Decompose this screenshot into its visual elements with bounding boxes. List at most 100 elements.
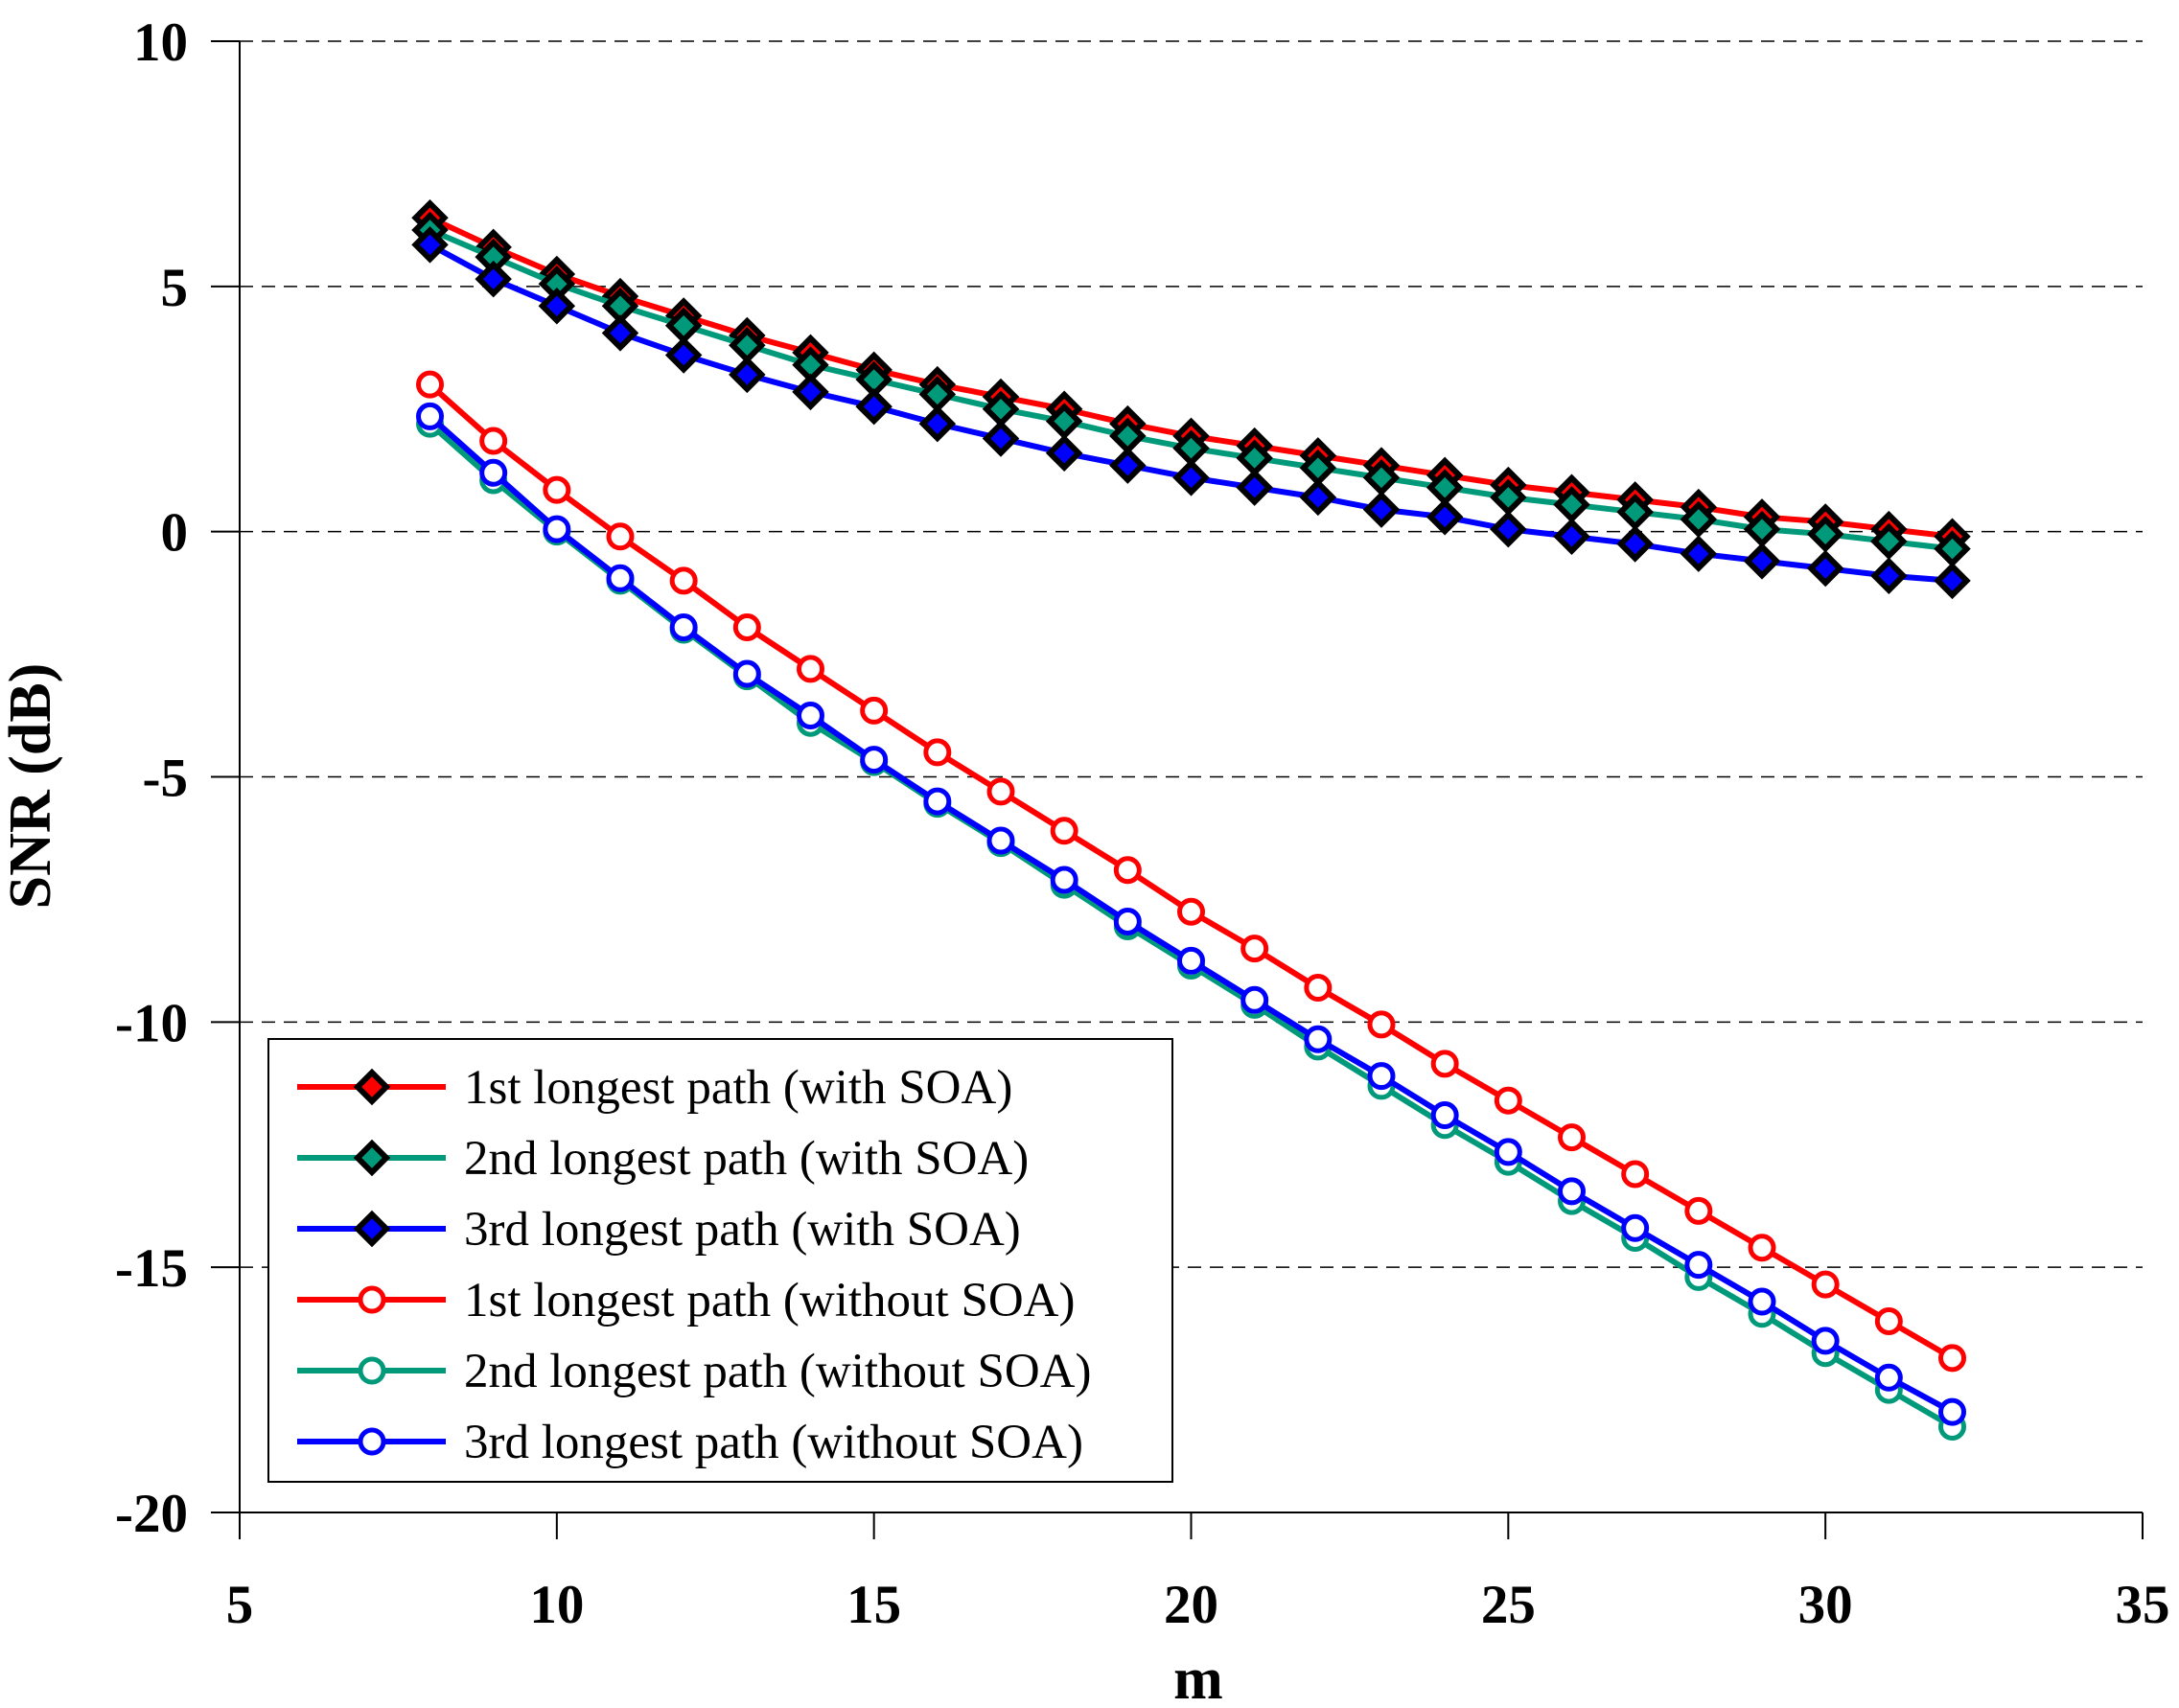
x-tick-label: 10 — [529, 1575, 584, 1635]
data-point-circle — [732, 612, 761, 641]
x-tick-label: 35 — [2116, 1575, 2170, 1635]
x-tick-label: 25 — [1481, 1575, 1536, 1635]
data-point-circle — [923, 787, 952, 816]
y-tick-label: 5 — [161, 258, 189, 318]
data-point-circle — [543, 475, 571, 504]
legend-entry: 3rd longest path (without SOA) — [297, 1416, 1083, 1469]
data-point-circle — [1874, 1306, 1903, 1335]
axes: -20 -15 -10 -5 0 5 10 5 10 15 20 25 30 35 — [115, 12, 2169, 1635]
data-point-circle — [543, 515, 571, 543]
y-tick-label: -20 — [115, 1484, 188, 1544]
legend-entry: 1st longest path (without SOA) — [297, 1274, 1075, 1327]
data-point-circle — [986, 826, 1015, 855]
data-point-circle — [1177, 946, 1205, 975]
legend-label: 3rd longest path (with SOA) — [464, 1203, 1021, 1257]
legend-marker — [358, 1356, 386, 1385]
legend-marker — [353, 1068, 391, 1106]
data-point-diamond — [1680, 500, 1718, 539]
data-point-diamond — [1236, 469, 1273, 506]
data-point-diamond — [411, 226, 449, 264]
data-point-diamond — [1553, 518, 1590, 556]
data-point-circle — [1050, 817, 1078, 845]
data-point-diamond — [1870, 522, 1908, 561]
data-point-diamond — [1490, 510, 1527, 548]
data-point-circle — [669, 612, 698, 641]
data-point-circle — [1748, 1234, 1776, 1262]
data-point-diamond — [729, 356, 766, 394]
data-point-diamond — [1362, 491, 1401, 528]
legend-marker — [358, 1285, 386, 1314]
data-point-circle — [1621, 1160, 1650, 1189]
legend-label: 1st longest path (with SOA) — [464, 1061, 1012, 1115]
data-point-circle — [1367, 1010, 1396, 1039]
data-point-circle — [1240, 985, 1269, 1014]
data-point-circle — [1558, 1123, 1586, 1152]
data-point-circle — [1304, 1025, 1333, 1053]
plot-series — [411, 198, 1971, 1441]
data-point-circle — [1367, 1062, 1396, 1091]
data-point-diamond — [475, 260, 512, 298]
legend-marker — [353, 1210, 391, 1248]
data-point-diamond — [1806, 549, 1844, 588]
data-point-diamond — [792, 373, 829, 411]
data-point-circle — [1113, 856, 1142, 885]
data-point-circle — [732, 659, 761, 688]
series-3 — [411, 226, 1971, 600]
data-point-diamond — [1109, 447, 1147, 484]
series-6 — [416, 402, 1966, 1426]
x-tick-label: 5 — [226, 1575, 254, 1635]
legend-box — [267, 1038, 1173, 1483]
data-point-circle — [1430, 1050, 1459, 1078]
data-point-circle — [1748, 1287, 1776, 1316]
legend-entry: 1st longest path (with SOA) — [297, 1061, 1012, 1115]
legend-entry: 2nd longest path (with SOA) — [297, 1132, 1029, 1186]
data-point-circle — [986, 777, 1015, 806]
data-point-circle — [797, 655, 824, 683]
y-tick-label: 0 — [161, 503, 189, 564]
x-tick-label: 20 — [1164, 1575, 1218, 1635]
data-point-circle — [1113, 907, 1142, 935]
data-point-diamond — [1806, 515, 1844, 553]
y-tick-label: 10 — [133, 12, 188, 73]
data-point-circle — [669, 566, 698, 595]
series-4 — [416, 370, 1966, 1373]
legend-label: 3rd longest path (without SOA) — [464, 1416, 1083, 1469]
data-point-circle — [1811, 1327, 1840, 1355]
data-point-diamond — [1172, 459, 1210, 496]
data-point-diamond — [1870, 557, 1908, 594]
data-point-circle — [416, 370, 444, 399]
y-tick-label: -10 — [115, 993, 188, 1053]
data-point-circle — [923, 738, 952, 767]
data-point-circle — [606, 522, 635, 551]
legend-marker — [353, 1139, 391, 1177]
y-tick-label: -15 — [115, 1238, 188, 1299]
data-point-circle — [416, 402, 444, 430]
data-point-circle — [1938, 1397, 1966, 1426]
data-point-circle — [860, 696, 889, 725]
data-point-diamond — [1426, 498, 1464, 536]
legend-label: 1st longest path (without SOA) — [464, 1274, 1075, 1327]
series-2 — [411, 211, 1971, 567]
data-point-diamond — [855, 387, 892, 426]
data-point-diamond — [918, 404, 957, 443]
data-point-diamond — [1680, 535, 1718, 572]
legend-label: 2nd longest path (with SOA) — [464, 1132, 1029, 1186]
data-point-circle — [1684, 1251, 1713, 1280]
data-point-circle — [1494, 1138, 1522, 1166]
data-point-diamond — [1299, 478, 1337, 517]
legend-label: 2nd longest path (without SOA) — [464, 1345, 1091, 1398]
data-point-diamond — [538, 288, 576, 325]
y-axis-title: SNR (dB) — [0, 663, 63, 910]
data-point-diamond — [1743, 542, 1781, 580]
data-point-circle — [479, 458, 508, 487]
data-point-diamond — [1616, 525, 1654, 563]
data-point-circle — [1240, 935, 1269, 963]
data-point-circle — [797, 702, 824, 730]
y-tick-label: -5 — [143, 749, 188, 809]
data-point-circle — [1621, 1213, 1650, 1242]
legend: 1st longest path (with SOA) 2nd longest p… — [267, 1038, 1173, 1483]
legend-entry: 3rd longest path (with SOA) — [297, 1203, 1021, 1257]
data-point-circle — [1304, 974, 1333, 1003]
data-point-circle — [1177, 897, 1205, 926]
